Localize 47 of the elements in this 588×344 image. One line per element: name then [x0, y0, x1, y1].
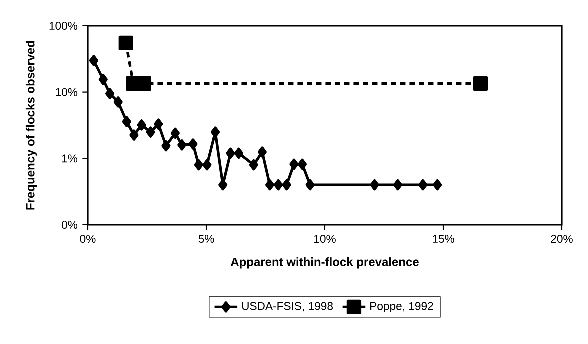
y-tick-label: 10%	[56, 88, 78, 96]
point	[202, 160, 212, 171]
point	[418, 179, 428, 191]
y-tick-label: 100%	[50, 22, 78, 30]
point	[136, 76, 152, 92]
x-axis-title: Apparent within-flock prevalence	[230, 258, 419, 269]
x-tick-label: 0%	[80, 235, 96, 244]
point	[306, 179, 315, 191]
point	[370, 179, 380, 191]
point	[234, 148, 244, 160]
point	[258, 146, 267, 158]
point	[178, 140, 187, 151]
point	[146, 126, 156, 138]
point	[433, 179, 442, 191]
point	[130, 130, 139, 141]
legend-label: USDA-FSIS, 1998	[242, 302, 334, 312]
x-tick-label: 10%	[314, 235, 336, 244]
point	[89, 55, 98, 66]
point	[226, 148, 236, 160]
point	[274, 179, 284, 191]
y-tick-label: 1%	[62, 154, 78, 163]
point	[282, 179, 292, 191]
y-tick-label: 0%	[62, 221, 78, 230]
point	[170, 128, 180, 140]
point	[162, 140, 171, 152]
x-tick-label: 20%	[551, 235, 573, 244]
point	[154, 118, 164, 130]
point	[210, 126, 220, 138]
point	[194, 160, 204, 171]
point	[137, 120, 146, 131]
y-axis-title: Frequency of flocks observed	[26, 41, 38, 210]
point	[114, 96, 123, 108]
point	[118, 36, 134, 51]
point	[393, 179, 403, 191]
x-tick-label: 5%	[198, 235, 214, 244]
x-tick-label: 15%	[433, 235, 454, 244]
point	[106, 88, 115, 100]
point	[265, 179, 275, 191]
point	[249, 160, 258, 171]
legend-label: Poppe, 1992	[370, 302, 434, 312]
point	[218, 179, 228, 191]
point	[473, 76, 488, 92]
point	[98, 74, 108, 86]
point	[298, 158, 308, 170]
point	[290, 158, 299, 170]
point	[188, 138, 198, 150]
point	[122, 116, 132, 128]
